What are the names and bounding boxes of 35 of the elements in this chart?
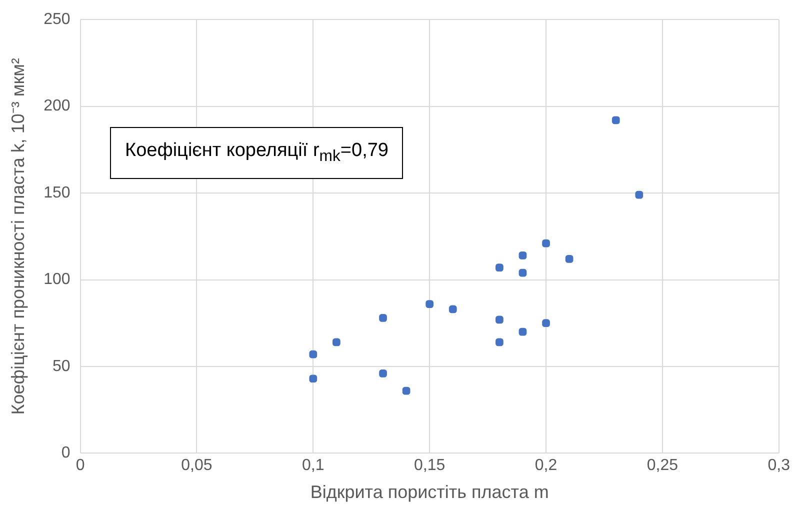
point — [612, 116, 620, 124]
x-tick-label: 0,25 — [646, 457, 678, 474]
x-tick-label: 0,3 — [768, 457, 790, 474]
point — [426, 300, 434, 308]
point — [379, 369, 387, 378]
point — [448, 305, 457, 314]
y-tick-label: 0 — [61, 444, 70, 462]
y-tick-label: 200 — [44, 98, 70, 115]
point — [518, 268, 527, 277]
point — [565, 255, 574, 263]
point — [496, 316, 504, 324]
x-tick-label: 0,2 — [534, 457, 558, 474]
point — [309, 374, 318, 383]
x-tick-label: 0,15 — [414, 457, 446, 474]
y-tick-label: 150 — [44, 184, 70, 202]
x-tick-label: 0 — [76, 457, 85, 474]
point — [496, 264, 504, 272]
x-tick-label: 0,1 — [302, 457, 324, 474]
point — [309, 350, 318, 358]
y-tick-label: 100 — [44, 271, 70, 288]
point — [542, 319, 550, 328]
point — [496, 338, 504, 346]
point — [635, 190, 644, 199]
point — [518, 252, 527, 260]
point — [542, 239, 550, 248]
point — [379, 314, 387, 322]
annotation: Коефіцієнт кореляції r$_{mk}$=0,79 — [110, 127, 404, 179]
x-tick-label: 0,05 — [181, 457, 212, 474]
point — [518, 328, 527, 336]
point — [332, 338, 340, 346]
y-tick-label: 250 — [44, 11, 70, 28]
point — [402, 386, 410, 395]
x-axis-title: Відкрита пористіть пласта m — [310, 482, 549, 502]
y-tick-label: 50 — [52, 358, 70, 375]
y-axis-title: Коефіцієнт проникності пласта k, 10⁻³ мкм² — [8, 58, 28, 415]
